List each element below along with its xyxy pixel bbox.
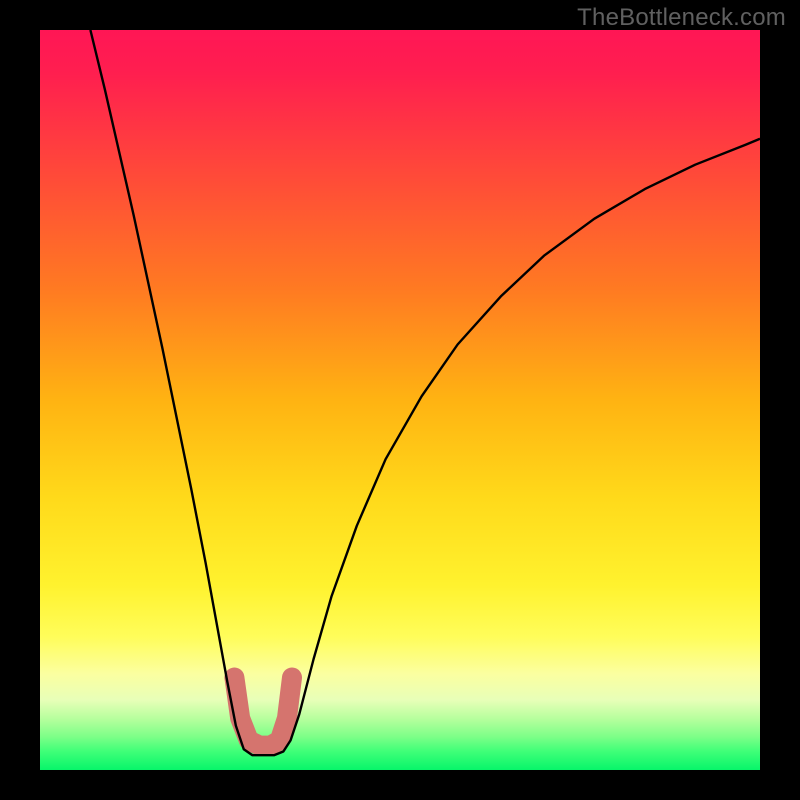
plot-background bbox=[40, 30, 760, 770]
watermark-text: TheBottleneck.com bbox=[577, 4, 786, 32]
chart-canvas: TheBottleneck.com bbox=[0, 0, 800, 800]
bottleneck-chart bbox=[0, 0, 800, 800]
